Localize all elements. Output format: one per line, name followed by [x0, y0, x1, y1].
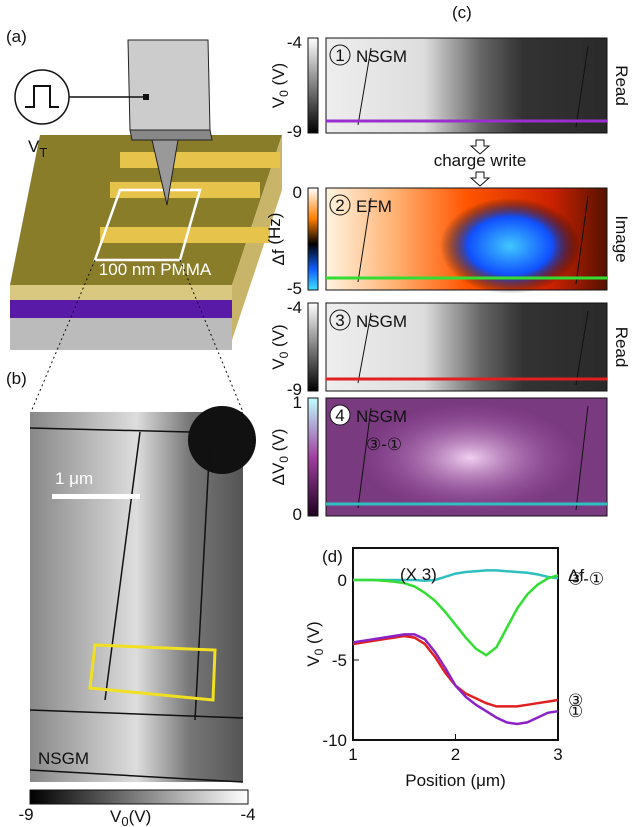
line [353, 575, 558, 655]
axis-part: (Hz) [265, 213, 284, 250]
panel-label: (c) [452, 3, 472, 22]
panel-label: (d) [322, 547, 343, 566]
y-tick-label: -10 [322, 731, 347, 750]
side-label: Read [612, 65, 631, 106]
substrate-layer [10, 318, 232, 350]
legend-label: ① [568, 702, 583, 721]
layer-label: 100 nm PMMA [99, 260, 212, 279]
title-sub: 0 [121, 814, 128, 827]
strip-number: 3 [335, 311, 344, 330]
pulse-main: V [28, 137, 40, 156]
strip-axis: Δf (Hz) [265, 213, 288, 266]
pmma-layer [10, 285, 232, 300]
x-axis-label: Position (μm) [405, 771, 505, 790]
label-main: V [304, 655, 323, 667]
strip-axis: V0 (V) [269, 63, 291, 108]
axis-part: (V) [269, 429, 288, 456]
colorbar-min: -9 [18, 805, 33, 824]
strip-number: 1 [335, 46, 344, 65]
panel-label: (a) [6, 27, 27, 46]
line [353, 570, 558, 580]
axis-part: (V) [269, 63, 288, 90]
side-label: Read [612, 327, 631, 368]
strip-mode: NSGM [356, 47, 407, 66]
axis-part: V [269, 96, 288, 108]
strip-axis: V0 (V) [269, 324, 291, 369]
x-tick-label: 1 [348, 745, 357, 764]
oxide-layer [10, 300, 232, 318]
colorbar-bottom: -5 [287, 279, 302, 298]
axis-part: Δf [269, 249, 288, 265]
panel-label: (b) [6, 369, 27, 388]
colorbar-top: 0 [293, 183, 302, 202]
side-label: Image [612, 215, 631, 262]
cantilever-edge [130, 130, 212, 140]
strip-mode: NSGM [356, 312, 407, 331]
label-unit: (V) [304, 621, 323, 648]
axis-part: V [269, 358, 288, 370]
colorbar-top: -4 [287, 33, 302, 52]
axis-part: V [269, 462, 288, 474]
strip-mode: EFM [356, 197, 392, 216]
mode-label: NSGM [38, 749, 89, 768]
axis-part: (V) [269, 324, 288, 351]
plot-frame [353, 548, 558, 740]
colorbar-top: 1 [293, 393, 302, 412]
x-tick-label: 3 [553, 745, 562, 764]
dark-spot [188, 406, 256, 474]
strip-number: 4 [335, 406, 344, 425]
title-main: V [110, 807, 122, 826]
colorbar [308, 398, 318, 516]
colorbar-bottom: -9 [287, 122, 302, 141]
x-tick-label: 2 [451, 745, 460, 764]
strip-mode: NSGM [356, 407, 407, 426]
legend-label: Δf [568, 566, 584, 585]
y-tick-label: -5 [332, 651, 347, 670]
y-tick-label: 0 [338, 571, 347, 590]
colorbar [30, 790, 248, 804]
annotation: (X 3) [400, 565, 437, 584]
cantilever [128, 40, 210, 130]
colorbar-max: -4 [240, 805, 255, 824]
colorbar-bottom: 0 [293, 505, 302, 524]
scale-bar [52, 494, 140, 499]
colorbar [308, 303, 318, 391]
colorbar-top: -4 [287, 298, 302, 317]
line [353, 634, 558, 724]
figure: (a) VT 100 nm PMMA (b) 1 μm NSGM -9 -4 V… [0, 0, 632, 827]
colorbar-title: V0(V) [110, 807, 151, 827]
pulse-sub: T [39, 145, 47, 160]
contact [143, 94, 149, 100]
charge-spot [440, 198, 580, 294]
title-unit: (V) [129, 807, 152, 826]
line [353, 636, 558, 706]
strip-number: 2 [335, 196, 344, 215]
strip-axis: ΔV0 (V) [269, 429, 291, 486]
axis-part: Δ [269, 474, 288, 485]
strip-note: ③-① [366, 435, 402, 454]
colorbar [308, 188, 318, 290]
scale-label: 1 μm [55, 469, 93, 488]
y-axis-label: V0 (V) [304, 621, 326, 666]
pulse-source [15, 70, 69, 124]
colorbar [308, 38, 318, 133]
